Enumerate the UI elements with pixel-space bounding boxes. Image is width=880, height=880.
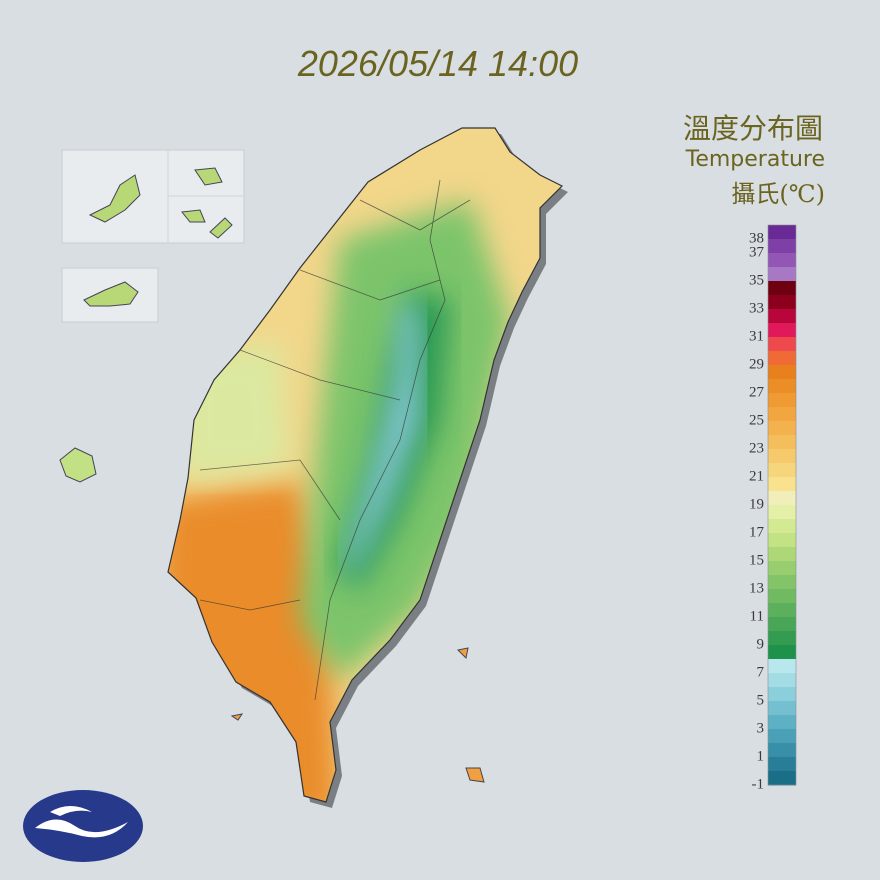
- colorbar-band: [768, 351, 796, 366]
- colorbar-band: [768, 659, 796, 674]
- legend-label: 23: [749, 440, 764, 456]
- colorbar-band: [768, 463, 796, 478]
- legend-label: 25: [749, 412, 764, 428]
- legend-label: 13: [749, 580, 764, 596]
- colorbar-band: [768, 365, 796, 380]
- colorbar-band: [768, 589, 796, 604]
- colorbar-band: [768, 393, 796, 408]
- colorbar-band: [768, 449, 796, 464]
- colorbar-band: [768, 295, 796, 310]
- colorbar-band: [768, 477, 796, 492]
- legend-label: -1: [752, 776, 765, 792]
- colorbar-band: [768, 561, 796, 576]
- colorbar-band: [768, 225, 796, 240]
- colorbar-band: [768, 239, 796, 254]
- legend-label: 1: [757, 748, 765, 764]
- colorbar-band: [768, 757, 796, 772]
- colorbar-band: [768, 617, 796, 632]
- colorbar-band: [768, 729, 796, 744]
- legend-label: 21: [749, 468, 764, 484]
- legend-label: 35: [749, 272, 764, 288]
- colorbar-band: [768, 701, 796, 716]
- colorbar-band: [768, 673, 796, 688]
- logo: [23, 790, 143, 862]
- legend-label: 29: [749, 356, 764, 372]
- colorbar-band: [768, 575, 796, 590]
- legend-label: 27: [749, 384, 765, 400]
- legend-label: 7: [757, 664, 765, 680]
- inset-islands: [59, 149, 485, 783]
- legend-label: 38: [749, 230, 764, 246]
- colorbar-band: [768, 687, 796, 702]
- legend-label: 31: [749, 328, 764, 344]
- colorbar-band: [768, 533, 796, 548]
- colorbar-band: [768, 421, 796, 436]
- colorbar-band: [768, 491, 796, 506]
- legend-label: 17: [749, 524, 765, 540]
- colorbar-band: [768, 253, 796, 268]
- legend-label: 3: [757, 720, 765, 736]
- colorbar-band: [768, 519, 796, 534]
- colorbar-band: [768, 267, 796, 282]
- colorbar-band: [768, 547, 796, 562]
- legend-label: 33: [749, 300, 764, 316]
- colorbar-band: [768, 631, 796, 646]
- colorbar-band: [768, 771, 796, 786]
- legend-label: 15: [749, 552, 764, 568]
- colorbar-band: [768, 715, 796, 730]
- legend-title-zh: 溫度分布圖: [683, 112, 823, 145]
- map-title: 2026/05/14 14:00: [297, 43, 578, 84]
- colorbar-band: [768, 379, 796, 394]
- legend-label: 9: [757, 636, 765, 652]
- colorbar-band: [768, 645, 796, 660]
- legend-label: 19: [749, 496, 764, 512]
- colorbar-band: [768, 337, 796, 352]
- colorbar-band: [768, 407, 796, 422]
- colorbar-band: [768, 743, 796, 758]
- colorbar-band: [768, 603, 796, 618]
- colorbar-band: [768, 323, 796, 338]
- legend-label: 11: [750, 608, 764, 624]
- legend-label: 5: [757, 692, 765, 708]
- colorbar-band: [768, 281, 796, 296]
- colorbar-band: [768, 505, 796, 520]
- colorbar-band: [768, 309, 796, 324]
- legend-title-en: Temperature: [685, 147, 825, 172]
- colorbar-frame: [767, 224, 797, 786]
- legend-label: 37: [749, 244, 765, 260]
- legend-unit: 攝氏(℃): [731, 180, 825, 208]
- colorbar-band: [768, 435, 796, 450]
